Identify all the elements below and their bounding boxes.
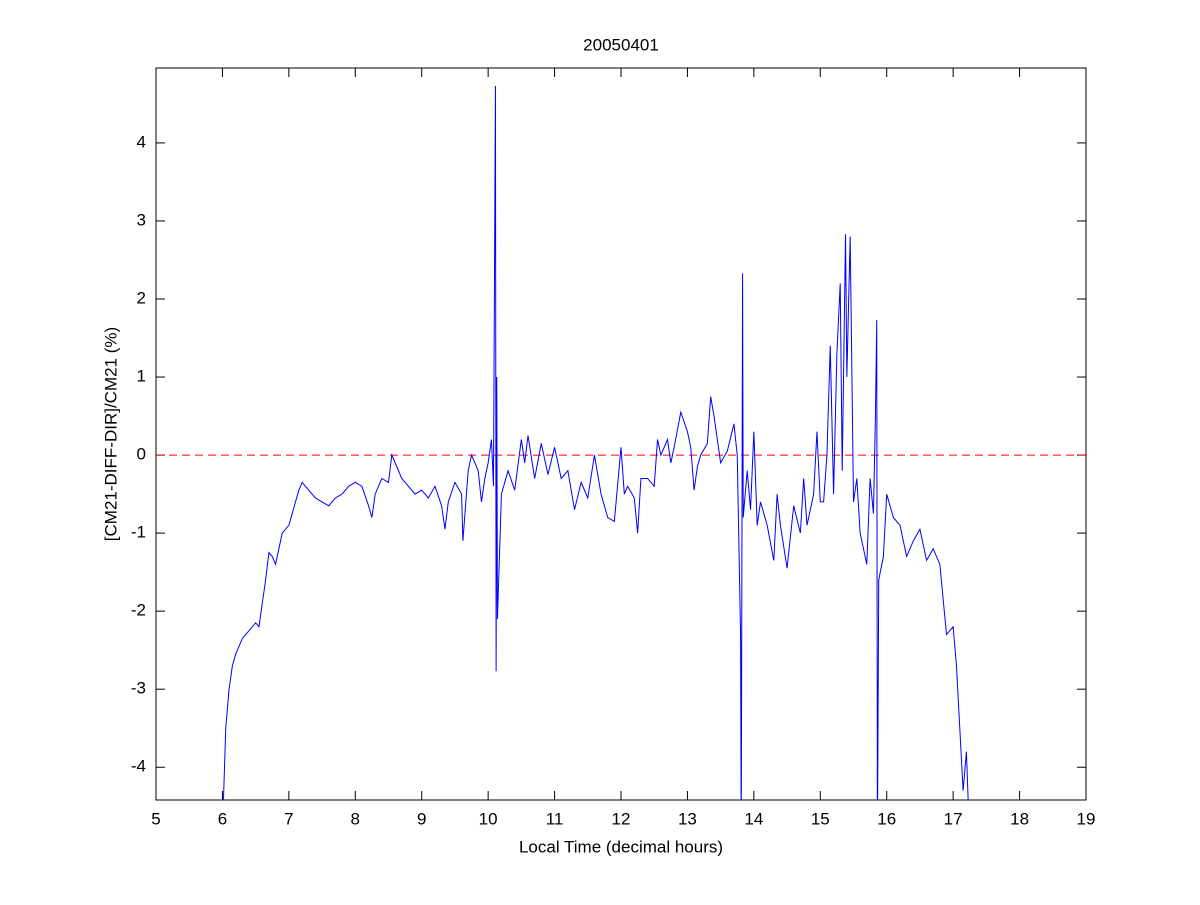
x-tick-label: 19 (1077, 809, 1096, 828)
y-tick-label: 2 (137, 288, 146, 307)
x-tick-label: 9 (417, 809, 426, 828)
x-tick-label: 11 (546, 809, 564, 828)
y-tick-label: 0 (137, 445, 146, 464)
y-tick-label: 1 (137, 367, 146, 386)
chart-title: 20050401 (583, 35, 659, 54)
x-tick-label: 16 (877, 809, 896, 828)
x-tick-label: 14 (744, 809, 763, 828)
x-tick-label: 10 (479, 809, 498, 828)
x-axis-label: Local Time (decimal hours) (519, 837, 723, 856)
x-tick-label: 5 (151, 809, 160, 828)
data-line (223, 85, 969, 800)
x-tick-label: 7 (284, 809, 293, 828)
x-tick-label: 15 (811, 809, 830, 828)
x-tick-label: 13 (678, 809, 697, 828)
y-tick-label: -3 (131, 679, 146, 698)
x-tick-label: 17 (944, 809, 963, 828)
y-tick-label: -1 (131, 523, 146, 542)
x-tick-label: 6 (218, 809, 227, 828)
plot-area (156, 85, 1086, 800)
y-axis-label: [CM21-DIFF-DIR]/CM21 (%) (101, 327, 120, 541)
x-tick-label: 8 (351, 809, 360, 828)
x-tick-label: 18 (1010, 809, 1029, 828)
x-tick-label: 12 (612, 809, 631, 828)
y-tick-label: 3 (137, 210, 146, 229)
y-tick-label: -4 (131, 757, 146, 776)
y-tick-label: -2 (131, 601, 146, 620)
y-tick-label: 4 (137, 132, 146, 151)
